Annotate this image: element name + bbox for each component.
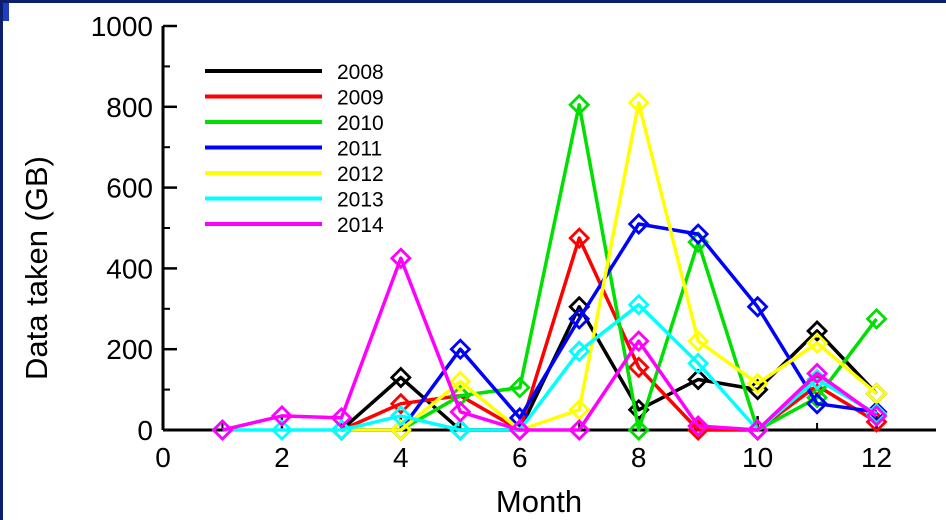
data-point-2012: [449, 370, 472, 393]
legend-label-2010: 2010: [337, 112, 384, 135]
data-point-2014: [211, 419, 234, 441]
data-point-2014: [627, 330, 650, 353]
frame-accent: [3, 3, 9, 21]
data-point-2013: [389, 404, 412, 427]
x-axis-title: Month: [496, 484, 582, 517]
data-point-2014: [746, 419, 769, 441]
legend-label-2013: 2013: [337, 189, 384, 212]
data-point-2013: [449, 419, 472, 441]
data-point-2012: [746, 372, 769, 395]
y-tick-label: 600: [106, 173, 153, 204]
data-point-2014: [806, 362, 829, 385]
series-2014: [211, 247, 888, 441]
data-point-2014: [568, 419, 591, 441]
data-point-2011: [627, 212, 650, 235]
data-point-2008: [687, 368, 710, 391]
series-line-2014: [222, 256, 878, 432]
series-line-2010: [341, 103, 878, 432]
data-point-2014: [687, 414, 710, 437]
data-point-2011: [508, 406, 531, 429]
x-tick-label: 8: [631, 442, 647, 473]
data-point-2012: [568, 398, 591, 421]
data-point-2014: [389, 247, 412, 270]
data-point-2012: [687, 330, 710, 353]
data-point-2010: [568, 93, 591, 116]
data-point-2013: [687, 352, 710, 375]
data-point-2009: [389, 392, 412, 415]
data-point-2011: [806, 392, 829, 415]
x-tick-label: 10: [742, 442, 773, 473]
data-point-2014: [270, 404, 293, 427]
data-point-2011: [449, 338, 472, 361]
data-point-2012: [806, 332, 829, 355]
data-point-2013: [568, 340, 591, 363]
data-point-2008: [389, 366, 412, 389]
legend-label-2011: 2011: [337, 138, 382, 161]
legend-label-2009: 2009: [337, 87, 384, 110]
series-group: [211, 91, 888, 441]
data-point-2010: [865, 307, 888, 330]
data-point-2012: [389, 419, 412, 441]
legend-label-2014: 2014: [337, 214, 384, 237]
y-tick-label: 800: [106, 92, 153, 123]
y-tick-label: 400: [106, 253, 153, 284]
data-point-2011: [687, 223, 710, 246]
y-axis-title: Data taken (GB): [19, 156, 54, 380]
data-point-2009: [568, 227, 591, 250]
series-line-2012: [341, 101, 878, 432]
legend-label-2012: 2012: [337, 163, 384, 186]
data-point-2014: [330, 406, 353, 429]
data-point-2010: [627, 419, 650, 441]
x-tick-label: 12: [861, 442, 892, 473]
y-tick-label: 0: [137, 415, 153, 446]
x-tick-label: 6: [512, 442, 528, 473]
data-point-2012: [627, 91, 650, 114]
series-line-2011: [341, 222, 877, 432]
data-point-2013: [330, 419, 353, 441]
y-tick-label: 1000: [91, 11, 153, 42]
data-point-2013: [270, 419, 293, 441]
x-tick-label: 4: [393, 442, 409, 473]
legend-label-2008: 2008: [337, 61, 384, 84]
data-point-2011: [746, 295, 769, 318]
axes-group: 0 2 4 6 8 10 12 0 200 400 600 800 1000: [91, 11, 936, 473]
data-point-2010: [508, 376, 531, 399]
data-point-2014: [865, 404, 888, 427]
data-point-2011: [568, 307, 591, 330]
x-tick-label: 0: [155, 442, 171, 473]
data-point-2008: [806, 320, 829, 342]
y-tick-label: 200: [106, 334, 153, 365]
data-point-2013: [627, 293, 650, 316]
data-point-2012: [865, 382, 888, 405]
data-point-2014: [449, 400, 472, 423]
data-point-2009: [627, 356, 650, 379]
series-line-2009: [340, 236, 878, 432]
x-tick-label: 2: [274, 442, 290, 473]
data-point-2014: [508, 419, 531, 441]
